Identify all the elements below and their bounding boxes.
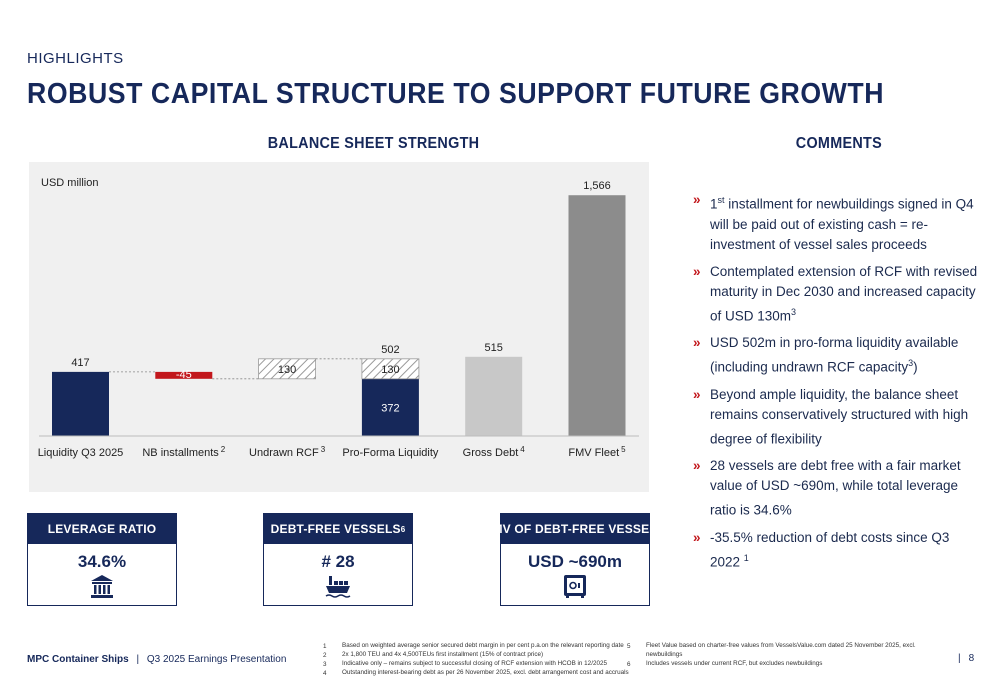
bullet-icon: »: [693, 335, 701, 350]
company-name: MPC Container Ships: [27, 654, 129, 665]
data-label-undrawn-rcf: 130: [278, 364, 296, 376]
bar-fmv-fleet: [568, 195, 626, 436]
comments-list: » 1st installment for newbuildings signed…: [693, 190, 978, 579]
balance-sheet-heading: BALANCE SHEET STRENGTH: [267, 135, 480, 152]
comments-heading: COMMENTS: [795, 135, 882, 152]
kpi-fmv-debt-free-vessels: FMV OF DEBT-FREE VESSELS USD ~690m: [485, 513, 665, 606]
presentation-name: Q3 2025 Earnings Presentation: [146, 654, 287, 665]
bank-icon: [91, 575, 113, 598]
container-ship-icon: [325, 576, 351, 598]
data-label-gross-debt: 515: [485, 342, 503, 354]
bar-pro-forma-cash: [361, 378, 419, 436]
data-label-fmv-fleet: 1,566: [583, 180, 611, 192]
bullet-icon: »: [693, 263, 701, 279]
footnote-number: 3: [323, 661, 327, 668]
bullet-icon: »: [693, 529, 701, 545]
footnote-text: Based on weighted average senior secured…: [342, 642, 624, 649]
x-tick-label: FMV Fleet 5: [568, 445, 626, 459]
footnote-text: Includes vessels under current RCF, but …: [646, 660, 823, 667]
footnote-number: 5: [627, 643, 631, 650]
footnote-text: Fleet Value based on charter-free values…: [646, 642, 916, 658]
bar-liquidity-q3-2025: [52, 371, 109, 436]
comment-item: » USD 502m in pro-forma liquidity availab…: [693, 335, 959, 375]
section-kicker: HIGHLIGHTS: [27, 50, 124, 67]
comment-item: » -35.5% reduction of debt costs since Q3…: [693, 529, 950, 570]
safe-icon: [564, 575, 586, 598]
bar-nb-installments: [155, 371, 213, 379]
unit-label: USD million: [41, 177, 98, 189]
footnote-text: 2x 1,800 TEU and 4x 4,500TEUs first inst…: [342, 651, 544, 658]
kpi-value: # 28: [321, 552, 355, 571]
kpi-label: FMV OF DEBT-FREE VESSELS: [485, 514, 665, 544]
page-title: ROBUST CAPITAL STRUCTURE TO SUPPORT FUTU…: [27, 78, 885, 110]
kpi-leverage-ratio: LEVERAGE RATIO 34.6%: [27, 513, 177, 606]
data-label-nb-installments: -45: [176, 369, 192, 381]
bar-gross-debt: [465, 356, 523, 436]
footer-left: MPC Container Ships | Q3 2025 Earnings P…: [27, 654, 286, 665]
footnote-number: 4: [323, 670, 327, 677]
x-tick-label: Liquidity Q3 2025: [38, 447, 124, 459]
x-tick-label: NB installments 2: [142, 445, 225, 459]
data-label-liquidity: 417: [71, 357, 89, 369]
bar-pro-forma-rcf: [361, 358, 420, 380]
footnote-text: Outstanding interest-bearing debt as per…: [342, 669, 629, 676]
waterfall-chart-svg: USD million 417 -45 130 372 130 502 515 1,566 Li…: [38, 177, 639, 459]
footnote-number: 6: [627, 661, 631, 668]
page-number: | 8: [958, 653, 975, 664]
footer-separator: |: [136, 654, 140, 665]
bullet-icon: »: [693, 458, 701, 473]
bullet-icon: »: [693, 192, 701, 207]
data-label-pro-forma-rcf: 130: [381, 364, 399, 376]
comment-item: » Contemplated extension of RCF with revi…: [693, 263, 978, 324]
comment-item: » 28 vessels are debt free with a fair ma…: [693, 458, 961, 518]
footnote-number: 2: [323, 652, 327, 659]
bullet-icon: »: [693, 386, 701, 402]
kpi-label: DEBT-FREE VESSELS 6: [264, 514, 412, 544]
x-tick-label: Undrawn RCF 3: [249, 445, 326, 459]
kpi-value: USD ~690m: [527, 552, 623, 571]
comment-item: » Beyond ample liquidity, the balance she…: [693, 386, 969, 447]
balance-sheet-chart: USD million 417 -45 130 372 130 502 515 1,566 Li…: [29, 162, 649, 492]
bar-undrawn-rcf: [258, 358, 317, 380]
kpi-label: LEVERAGE RATIO: [28, 514, 176, 544]
kpi-value: 34.6%: [77, 552, 127, 571]
x-tick-label: Pro-Forma Liquidity: [342, 447, 438, 459]
data-label-pro-forma-total: 502: [381, 344, 399, 356]
comment-item: » 1st installment for newbuildings signed…: [693, 192, 974, 252]
footnote-text: Indicative only – remains subject to suc…: [342, 660, 607, 667]
x-tick-label: Gross Debt 4: [463, 445, 526, 459]
data-label-pro-forma-cash: 372: [381, 402, 399, 414]
kpi-debt-free-vessels: DEBT-FREE VESSELS 6 # 28: [263, 513, 413, 606]
footnote-number: 1: [323, 643, 327, 650]
